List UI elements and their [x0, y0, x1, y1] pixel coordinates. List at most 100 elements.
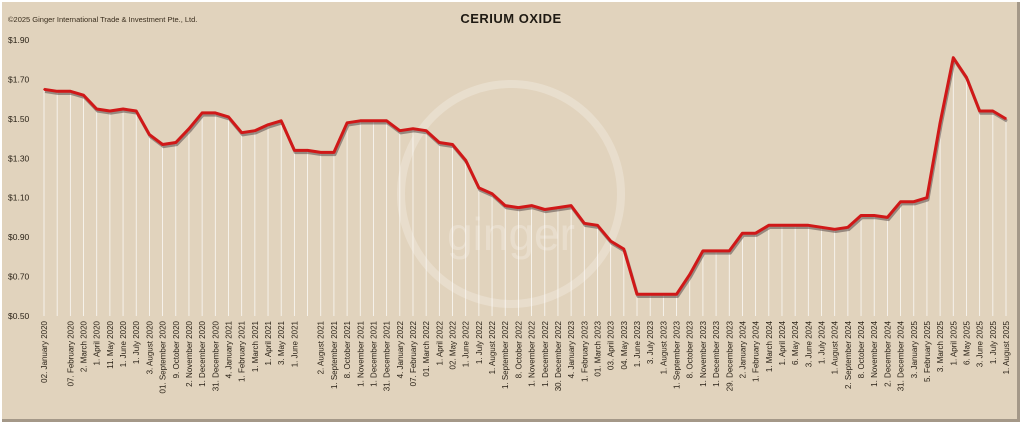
data-point: [623, 248, 625, 250]
x-tick-label: 1. July 2024: [818, 320, 827, 364]
x-tick-label: 01. September 2020: [159, 320, 168, 393]
x-tick-label: 1. April 2021: [264, 320, 273, 365]
data-point: [333, 151, 335, 154]
x-tick-label: 1. December 2020: [198, 320, 207, 386]
y-tick-label: $0.50: [8, 311, 30, 321]
y-tick-label: $0.70: [8, 272, 30, 282]
x-tick-label: 01. March 2023: [593, 320, 602, 376]
data-point: [530, 204, 533, 207]
data-point: [767, 224, 770, 227]
data-point: [478, 187, 480, 189]
x-tick-label: 8. October 2021: [343, 320, 352, 378]
data-point: [254, 129, 256, 132]
data-point: [174, 141, 177, 144]
x-tick-label: 6. May 2025: [962, 320, 971, 365]
x-tick-label: 1. November 2022: [528, 320, 537, 386]
data-point: [135, 110, 138, 112]
x-tick-label: 8. October 2024: [857, 320, 866, 378]
data-point: [1005, 118, 1007, 120]
data-point: [464, 159, 467, 162]
data-point: [43, 88, 45, 91]
x-tick-label: 1. March 2024: [765, 320, 774, 372]
data-point: [161, 143, 164, 146]
x-tick-label: 1. August 2022: [488, 320, 497, 374]
x-tick-label: 3. August 2020: [145, 320, 154, 374]
x-tick-label: 07. February 2020: [66, 320, 75, 386]
x-tick-label: 9. October 2020: [172, 320, 181, 378]
data-point: [82, 94, 85, 96]
data-point: [794, 224, 796, 227]
y-tick-label: $0.90: [8, 232, 30, 242]
data-point: [754, 232, 757, 234]
data-point: [319, 151, 322, 154]
data-point: [649, 293, 651, 296]
x-tick-label: 01. March 2022: [422, 320, 431, 376]
data-point: [425, 129, 427, 132]
x-tick-label: 1. July 2020: [132, 320, 141, 364]
x-tick-label: 04. May 2023: [620, 320, 629, 369]
data-point: [557, 206, 559, 209]
data-point: [833, 228, 836, 231]
x-tick-label: 1. April 2020: [93, 320, 102, 365]
x-tick-label: 1. February 2023: [580, 320, 589, 381]
y-axis: $0.50 $0.70 $0.90 $1.10 $1.30 $1.50 $1.70 $1.90: [8, 35, 30, 321]
y-tick-label: $1.30: [8, 153, 30, 163]
x-tick-label: 3. June 2024: [804, 320, 813, 367]
series-shadow: [44, 58, 1008, 298]
data-point: [873, 214, 876, 217]
x-axis: 02. January 2020 07. February 2020 2. Marc…: [40, 320, 1011, 393]
y-tick-label: $1.10: [8, 193, 30, 203]
data-point: [952, 56, 955, 59]
x-tick-label: 02. May 2022: [449, 320, 458, 369]
data-point: [491, 192, 493, 195]
data-point: [267, 123, 269, 126]
x-tick-label: 1. November 2021: [356, 320, 365, 386]
data-point: [965, 76, 968, 79]
x-tick-label: 3. June 2025: [976, 320, 985, 367]
data-point: [741, 232, 744, 234]
x-tick-label: 2. August 2021: [317, 320, 326, 374]
data-point: [95, 108, 98, 110]
drop-lines: [43, 57, 1007, 316]
data-point: [122, 108, 124, 110]
data-point: [69, 90, 72, 93]
x-tick-label: 31. December 2020: [211, 320, 220, 391]
x-tick-label: 1. August 2025: [1002, 320, 1011, 374]
x-tick-label: 4. January 2021: [224, 320, 233, 378]
x-tick-label: 29. December 2023: [725, 320, 734, 391]
x-tick-label: 1. April 2022: [435, 320, 444, 365]
x-tick-label: 31. December 2021: [383, 320, 392, 391]
x-tick-label: 1. June 2023: [633, 320, 642, 367]
x-tick-label: 1. June 2020: [119, 320, 128, 367]
x-tick-label: 1. September 2021: [330, 320, 339, 389]
data-point: [201, 112, 203, 114]
x-tick-label: 1. November 2023: [699, 320, 708, 386]
data-point: [438, 141, 441, 144]
data-point: [372, 120, 375, 122]
data-point: [886, 216, 889, 219]
x-tick-label: 1. April 2025: [949, 320, 958, 365]
x-tick-label: 1. August 2023: [659, 320, 668, 374]
x-tick-label: 1. December 2023: [712, 320, 721, 386]
x-tick-label: 1. July 2022: [475, 320, 484, 364]
data-point: [978, 110, 981, 112]
data-point: [399, 129, 401, 132]
data-point: [451, 143, 454, 146]
watermark-ring: [397, 80, 625, 308]
data-point: [636, 293, 638, 296]
data-point: [56, 90, 58, 93]
series-line: [43, 56, 1007, 296]
x-tick-label: 1. November 2024: [870, 320, 879, 386]
chart-title: CERIUM OXIDE: [460, 11, 562, 26]
data-point: [109, 110, 111, 112]
x-tick-label: 1. June 2022: [462, 320, 471, 367]
data-point: [912, 200, 915, 203]
watermark-text: ginger: [447, 208, 575, 260]
data-point: [570, 204, 572, 207]
data-point: [728, 250, 731, 252]
x-tick-label: 1. June 2021: [290, 320, 299, 367]
x-tick-label: 8. October 2022: [514, 320, 523, 378]
data-point: [188, 127, 190, 130]
data-point: [240, 131, 243, 134]
